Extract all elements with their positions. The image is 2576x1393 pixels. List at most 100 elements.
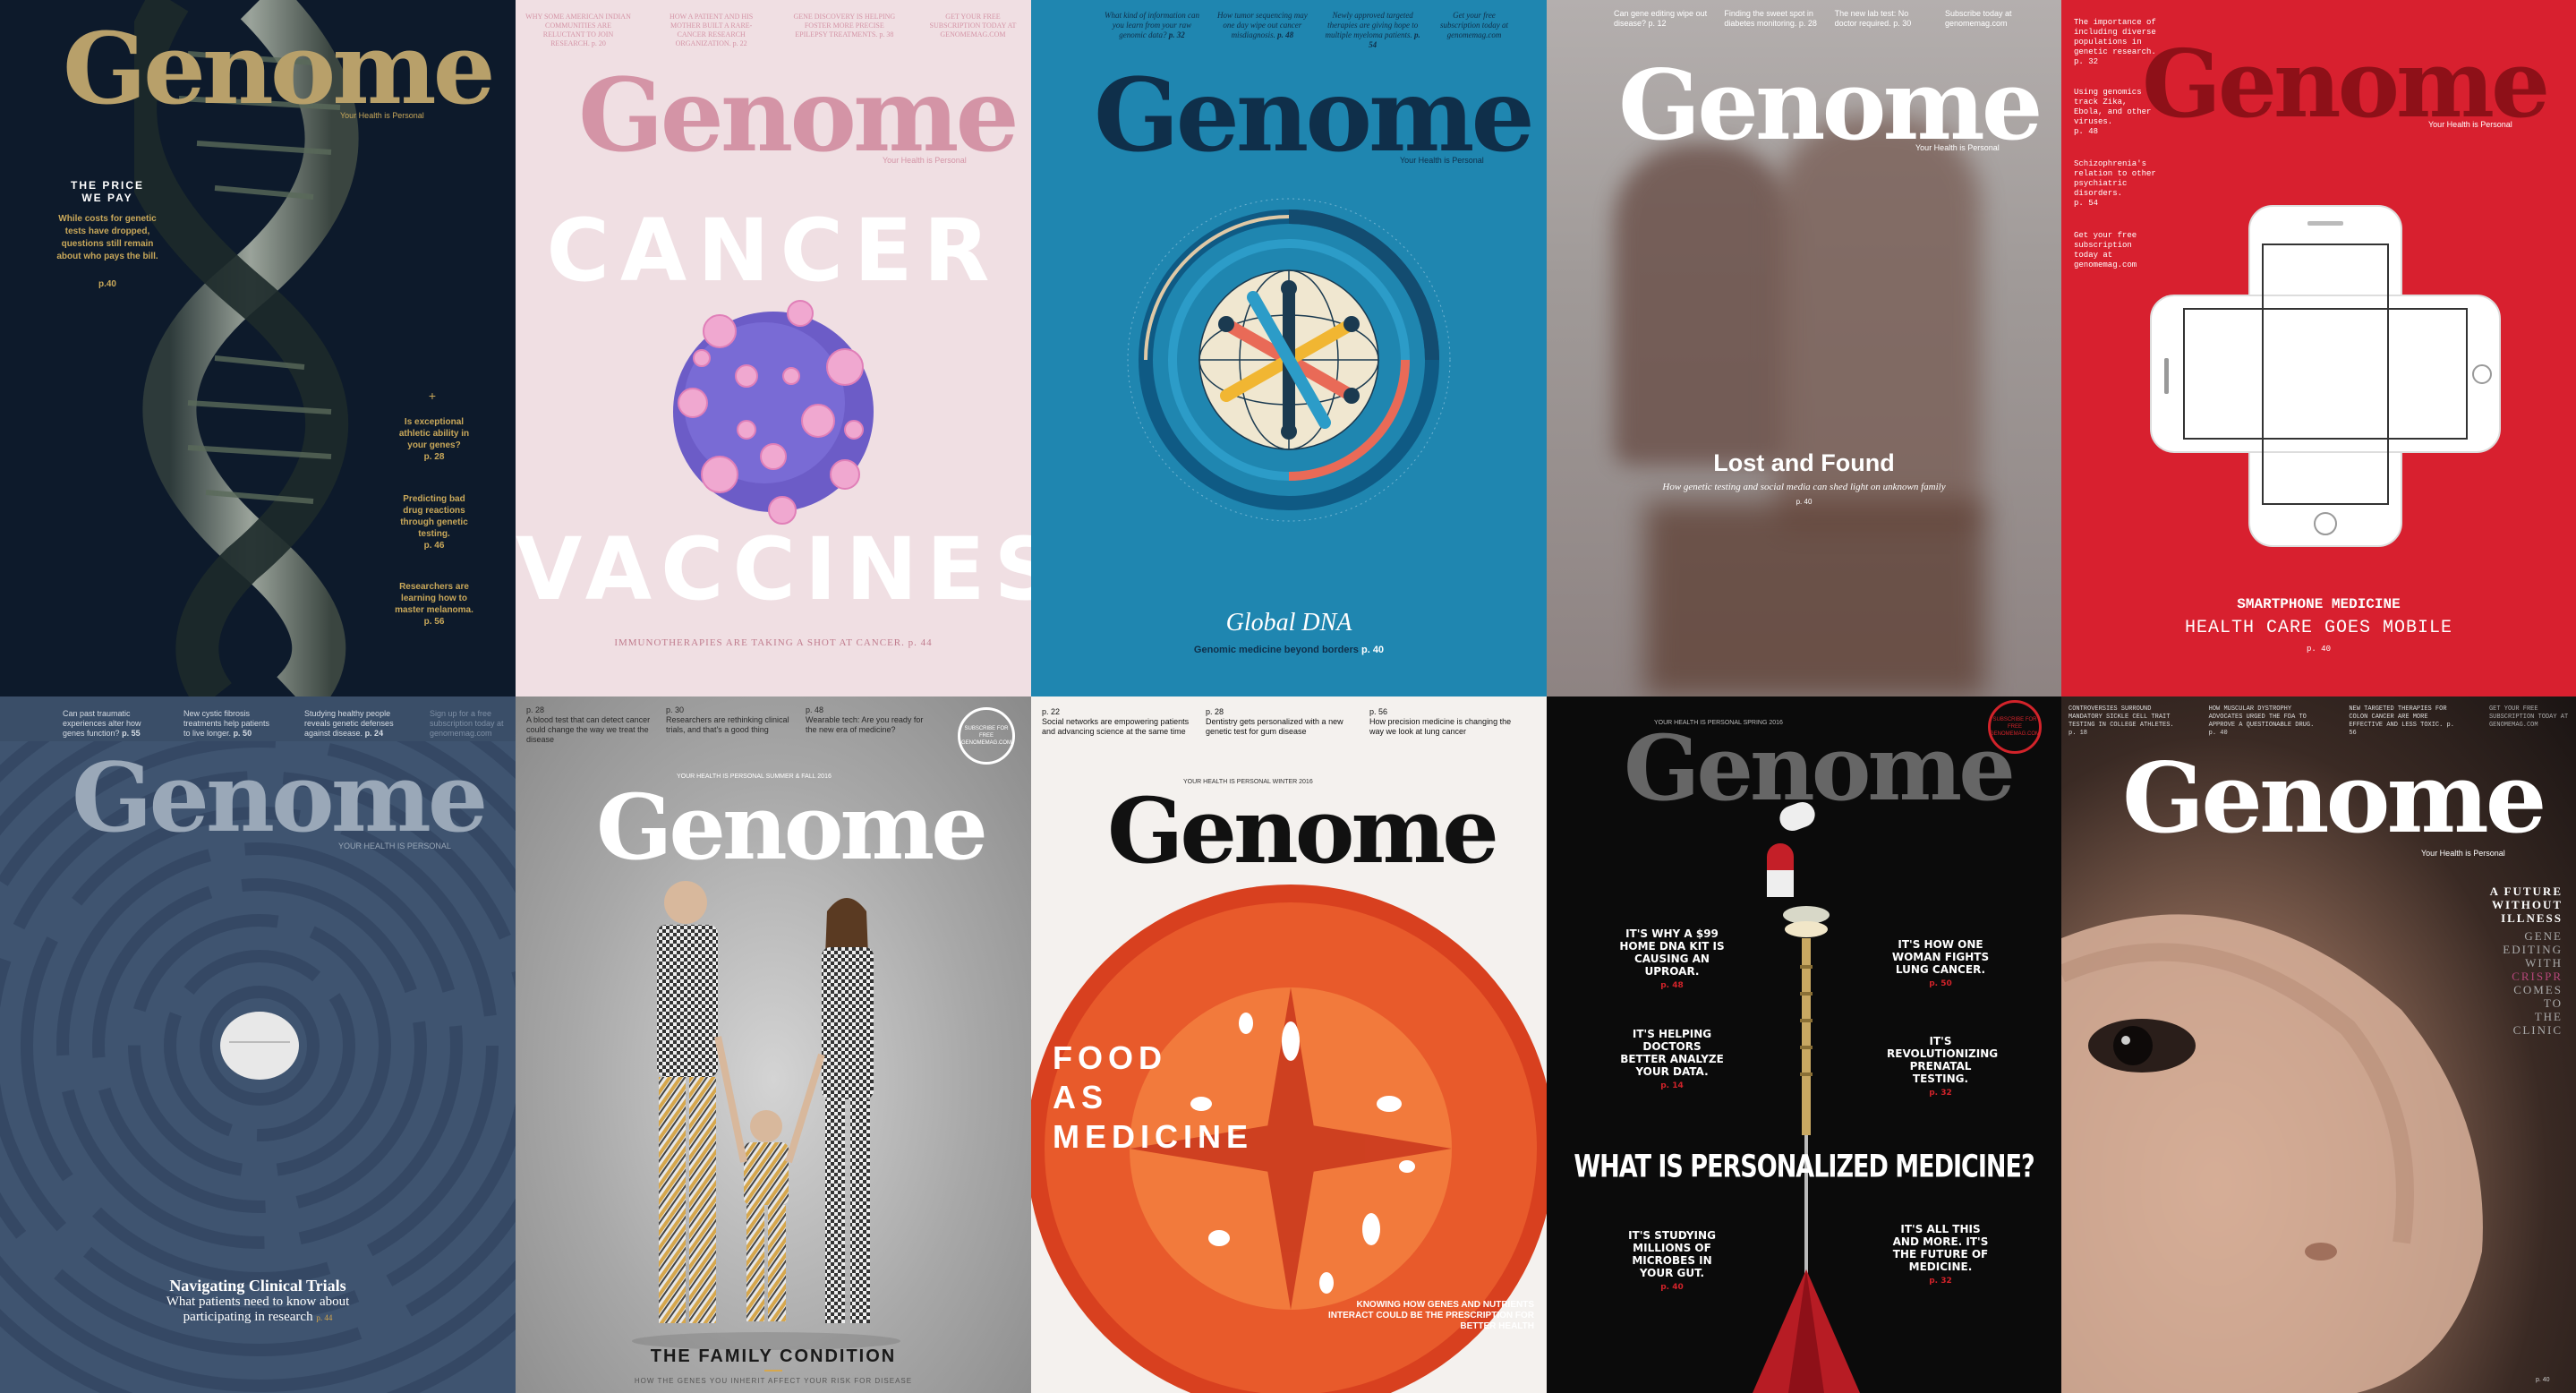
masthead: Genome [596,774,988,880]
tagline: Your Health is Personal [1915,143,2000,152]
issue-date: WINTER 2016 [1272,779,1313,785]
teaser-page: p. 28 [1206,707,1224,716]
cover-food-as-medicine[interactable]: p. 22 Social networks are empowering pati… [1031,696,1547,1393]
cover-dek: What patients need to know about partici… [143,1295,372,1326]
tagline: YOUR HEALTH IS PERSONAL [677,773,764,780]
cover-dek: KNOWING HOW GENES AND NUTRIENTS INTERACT… [1327,1300,1534,1331]
cover-smartphone-medicine[interactable]: The importance of including diverse popu… [2061,0,2576,696]
cover-title: SMARTPHONE MEDICINE [2237,596,2401,612]
teaser-page: p. 22 [732,39,747,47]
blurred-photo-person-left [1614,143,1793,466]
teaser: Get your free subscription today at geno… [1434,11,1514,50]
teaser: p. 48 Wearable tech: Are you ready for th… [806,705,931,745]
teaser-page: p. 48 [2074,127,2099,136]
teaser-text: Studying healthy people reveals genetic … [304,709,394,738]
title-line: ILLNESS [2501,911,2563,925]
teaser-text: IT'S HELPING DOCTORS BETTER ANALYZE YOUR… [1620,1028,1724,1078]
cover-price-we-pay[interactable]: Genome Your Health is Personal THE PRICE… [0,0,516,696]
page-ref: p. 44 [316,1313,333,1322]
cover-lost-and-found[interactable]: Can gene editing wipe out disease? p. 12… [1547,0,2061,696]
teaser-text: Schizophrenia's relation to other psychi… [2074,159,2156,198]
subscribe-badge[interactable]: SUBSCRIBE FOR FREE GENOMEMAG.COM [958,707,1015,765]
cover-global-dna[interactable]: What kind of information can you learn f… [1031,0,1547,696]
cover-title: Navigating Clinical Trials [169,1277,346,1295]
teaser-text: Can past traumatic experiences alter how… [63,709,141,738]
teaser-text: Newly approved targeted therapies are gi… [1325,11,1419,39]
teaser-page: p. 28 [423,452,445,462]
teaser: Predicting bad drug reactions through ge… [394,493,474,581]
issue-line: YOUR HEALTH IS PERSONAL SPRING 2016 [1654,720,1783,726]
top-teasers: p. 28 A blood test that can detect cancer… [526,705,947,745]
family-photo-illustration [632,881,900,1350]
teaser-text: Get your free subscription today at geno… [1439,11,1508,39]
cover-cancer-vaccines[interactable]: WHY SOME AMERICAN INDIAN COMMUNITIES ARE… [516,0,1031,696]
page-ref: p. 40 [1361,645,1385,655]
teaser-text: IT'S HOW ONE WOMAN FIGHTS LUNG CANCER. [1891,938,1990,976]
top-teasers: p. 22 Social networks are empowering pati… [1042,707,1534,737]
tagline: Your Health is Personal [2428,120,2512,129]
dek-line: GENE [2524,929,2563,943]
cover-title: WHAT IS PERSONALIZED MEDICINE? [1574,1149,2034,1185]
subscribe-badge[interactable]: SUBSCRIBE FOR FREE GENOMEMAG.COM [1988,700,2042,754]
teaser-text: Social networks are empowering patients … [1042,717,1190,736]
teaser: IT'S STUDYING MILLIONS OF MICROBES IN YO… [1618,1229,1726,1294]
title-rule [764,1370,782,1372]
cover-subtitle: HEALTH CARE GOES MOBILE [2184,618,2453,638]
cover-personalized-medicine[interactable]: YOUR HEALTH IS PERSONAL SPRING 2016 Geno… [1547,696,2061,1393]
teaser: Researchers are learning how to master m… [394,581,474,628]
issue-line: YOUR HEALTH IS PERSONAL SUMMER & FALL 20… [677,773,832,780]
teaser-text: How tumor sequencing may one day wipe ou… [1216,11,1308,39]
cover-title-bottom: VACCINES [516,519,1031,620]
teaser-page: p. 32 [1929,1277,1952,1286]
teaser-page: p. 54 [1369,30,1420,49]
teaser: GET YOUR FREE SUBSCRIPTION TODAY AT GENO… [2489,705,2570,738]
cover-future-without-illness[interactable]: CONTROVERSIES SURROUND MANDATORY SICKLE … [2061,696,2576,1393]
teaser: New cystic fibrosis treatments help pati… [183,709,277,739]
teaser-text: Is exceptional athletic ability in your … [398,417,470,450]
cover-headline: THE PRICE WE PAY [70,179,144,204]
teaser-text: Sign up for a free subscription today at… [430,709,504,738]
teaser: IT'S HELPING DOCTORS BETTER ANALYZE YOUR… [1618,1028,1726,1229]
teaser-text: GET YOUR FREE SUBSCRIPTION TODAY AT GENO… [2488,705,2569,729]
top-teasers: Can past traumatic experiences alter how… [63,709,510,739]
teaser: CONTROVERSIES SURROUND MANDATORY SICKLE … [2068,705,2185,738]
issue-date: SUMMER & FALL 2016 [765,773,832,780]
side-teasers: Is exceptional athletic ability in your … [394,416,474,628]
teaser-page: p. 14 [1660,1081,1684,1090]
teaser-page: p. 50 [233,729,252,738]
teaser-page: p. 30 [1893,19,1912,28]
top-teasers: CONTROVERSIES SURROUND MANDATORY SICKLE … [2068,705,2570,738]
smartphone-cross-illustration [2150,205,2501,547]
teaser: HOW A PATIENT AND HIS MOTHER BUILT A RAR… [658,13,765,48]
blurred-photo-base [1645,501,1985,696]
teaser-page: p. 48 [806,705,824,714]
teaser: p. 28 Dentistry gets personalized with a … [1206,707,1353,737]
teaser-page: p. 24 [364,729,384,738]
tagline: Your Health is Personal [883,156,967,165]
teaser-text: IT'S ALL THIS AND MORE. IT'S THE FUTURE … [1892,1223,1989,1273]
blurred-photo-person-right [1775,116,1981,528]
cover-title-top: CANCER [546,201,1001,301]
global-dna-illustration [1127,198,1451,522]
teaser-page: p. 40 [2208,730,2228,737]
teaser: Studying healthy people reveals genetic … [304,709,403,739]
page-ref: p. 44 [908,637,933,648]
teaser-text: New cystic fibrosis treatments help pati… [183,709,270,738]
teaser: Finding the sweet spot in diabetes monit… [1724,9,1822,29]
teaser-text: WHY SOME AMERICAN INDIAN COMMUNITIES ARE… [525,13,631,47]
cover-family-condition[interactable]: p. 28 A blood test that can detect cancer… [516,696,1031,1393]
teaser-page: p. 32 [1929,1089,1952,1098]
tagline: Your Health is Personal [340,111,424,120]
teaser-page: p. 20 [591,39,606,47]
cover-title: Lost and Found [1713,449,1895,476]
teaser-page: p. 18 [2068,730,2088,737]
baby-face-illustration [2061,914,2483,1393]
dek-line: EDITING [2503,943,2563,956]
masthead: Genome [1094,57,1535,175]
page-ref: p. 40 [1796,498,1813,506]
top-teasers: WHY SOME AMERICAN INDIAN COMMUNITIES ARE… [525,13,1022,48]
teaser: p. 22 Social networks are empowering pati… [1042,707,1190,737]
teaser-page: p. 30 [666,705,685,714]
cover-clinical-trials[interactable]: Can past traumatic experiences alter how… [0,696,516,1393]
teaser-page: p. 22 [1042,707,1061,716]
